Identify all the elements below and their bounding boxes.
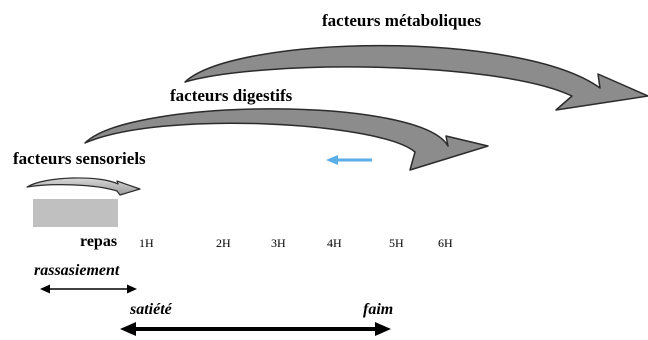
label-rassasiement: rassasiement <box>34 262 120 279</box>
hour-label-2: 2H <box>216 236 231 250</box>
satiety-hunger-arrow <box>120 322 391 336</box>
label-repas: repas <box>80 233 118 250</box>
digestive-factors-arrow <box>84 108 489 171</box>
blue-arrow <box>326 155 372 165</box>
hour-label-6: 6H <box>438 236 453 250</box>
label-digestive-factors: facteurs digestifs <box>170 86 293 105</box>
label-sensory-factors: facteurs sensoriels <box>13 149 146 168</box>
hour-label-3: 3H <box>271 236 286 250</box>
hour-label-5: 5H <box>389 236 404 250</box>
label-metabolic-factors: facteurs métaboliques <box>322 11 482 30</box>
sensory-factors-arrow <box>26 177 141 196</box>
label-faim: faim <box>363 301 394 318</box>
rassasiement-arrow <box>40 284 137 294</box>
label-satiete: satiété <box>130 301 172 318</box>
hour-label-1: 1H <box>139 236 154 250</box>
metabolic-factors-arrow <box>184 44 648 111</box>
hour-label-4: 4H <box>327 236 342 250</box>
meal-block <box>33 199 118 227</box>
